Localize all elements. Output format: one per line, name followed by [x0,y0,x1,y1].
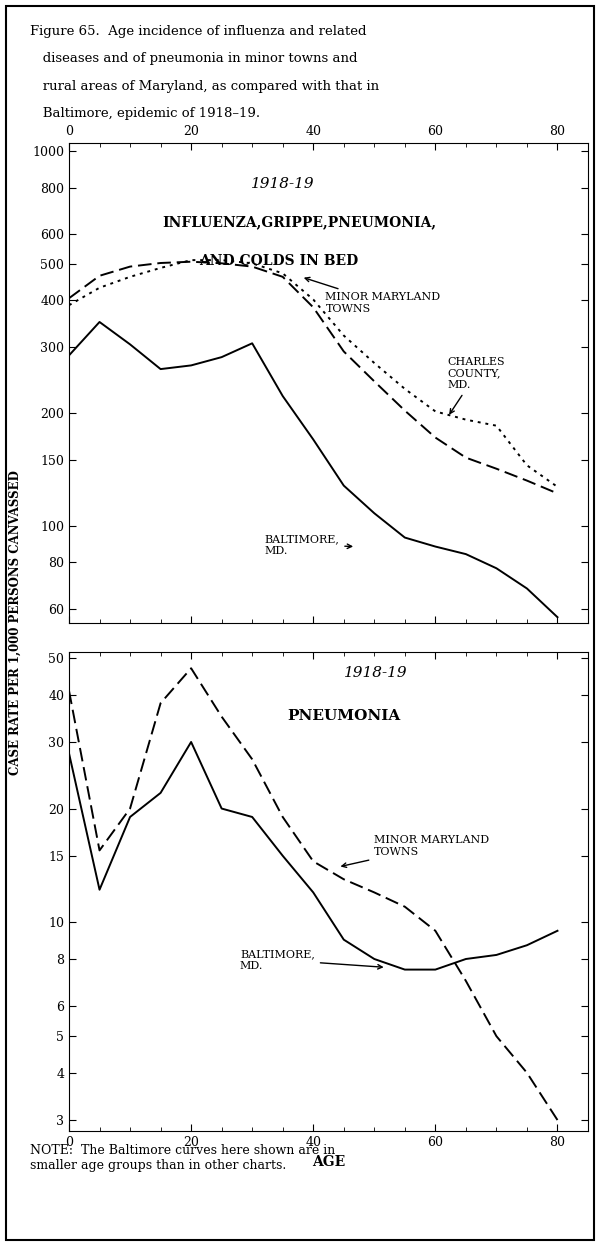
Text: rural areas of Maryland, as compared with that in: rural areas of Maryland, as compared wit… [30,80,379,92]
Text: 1918-19: 1918-19 [251,177,314,191]
Text: BALTIMORE,
MD.: BALTIMORE, MD. [265,535,352,556]
Text: MINOR MARYLAND
TOWNS: MINOR MARYLAND TOWNS [342,835,490,867]
Text: diseases and of pneumonia in minor towns and: diseases and of pneumonia in minor towns… [30,52,358,65]
Text: PNEUMONIA: PNEUMONIA [287,709,400,723]
Text: Figure 65.  Age incidence of influenza and related: Figure 65. Age incidence of influenza an… [30,25,367,37]
Text: NOTE:  The Baltimore curves here shown are in
smaller age groups than in other c: NOTE: The Baltimore curves here shown ar… [30,1144,335,1171]
Text: 1918-19: 1918-19 [344,667,407,680]
Text: INFLUENZA,GRIPPE,PNEUMONIA,: INFLUENZA,GRIPPE,PNEUMONIA, [163,216,437,229]
Text: CHARLES
COUNTY,
MD.: CHARLES COUNTY, MD. [448,358,505,414]
X-axis label: AGE: AGE [312,1155,345,1169]
Text: MINOR MARYLAND
TOWNS: MINOR MARYLAND TOWNS [305,278,440,314]
Text: BALTIMORE,
MD.: BALTIMORE, MD. [240,949,382,971]
Text: CASE RATE PER 1,000 PERSONS CANVASSED: CASE RATE PER 1,000 PERSONS CANVASSED [8,471,22,775]
Text: Baltimore, epidemic of 1918–19.: Baltimore, epidemic of 1918–19. [30,107,260,120]
Text: AND COLDS IN BED: AND COLDS IN BED [199,254,358,268]
